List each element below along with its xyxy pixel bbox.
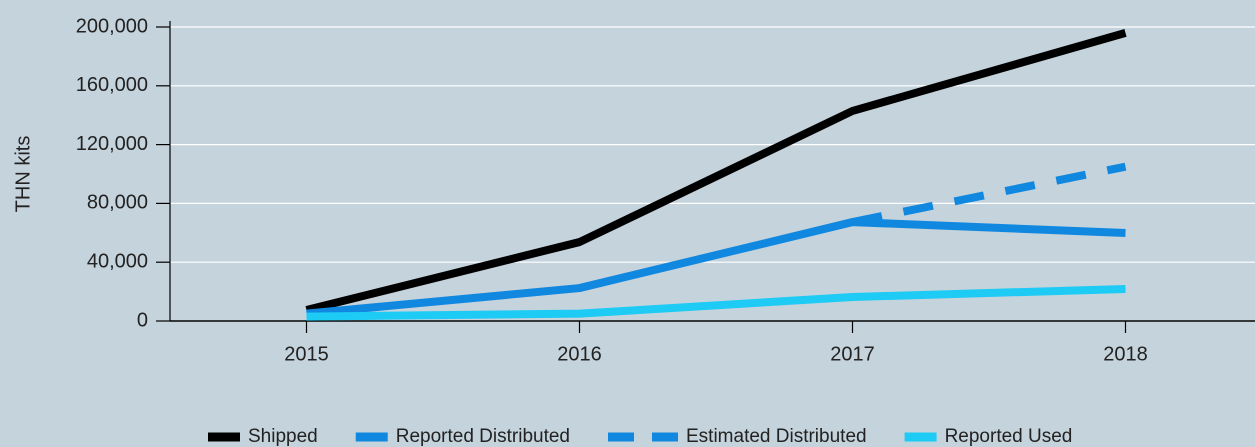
y-tick-label: 200,000	[76, 15, 148, 37]
series-line	[851, 162, 1127, 226]
y-tick-label: 80,000	[87, 192, 148, 214]
y-tick-label: 40,000	[87, 250, 148, 272]
y-axis-label: THN kits	[12, 136, 34, 213]
legend-label: Shipped	[248, 426, 318, 447]
y-tick-label: 0	[137, 309, 148, 331]
series-line	[305, 29, 1127, 314]
x-tick-label: 2017	[830, 343, 875, 365]
legend-label: Estimated Distributed	[686, 426, 867, 447]
series-line	[306, 284, 1126, 321]
x-tick-label: 2016	[557, 343, 602, 365]
legend-label: Reported Used	[945, 426, 1073, 447]
legend-label: Reported Distributed	[396, 426, 570, 447]
x-tick-label: 2015	[284, 343, 329, 365]
series-line	[306, 218, 1126, 318]
x-tick-label: 2018	[1103, 343, 1148, 365]
y-tick-label: 160,000	[76, 74, 148, 96]
y-tick-label: 120,000	[76, 133, 148, 155]
